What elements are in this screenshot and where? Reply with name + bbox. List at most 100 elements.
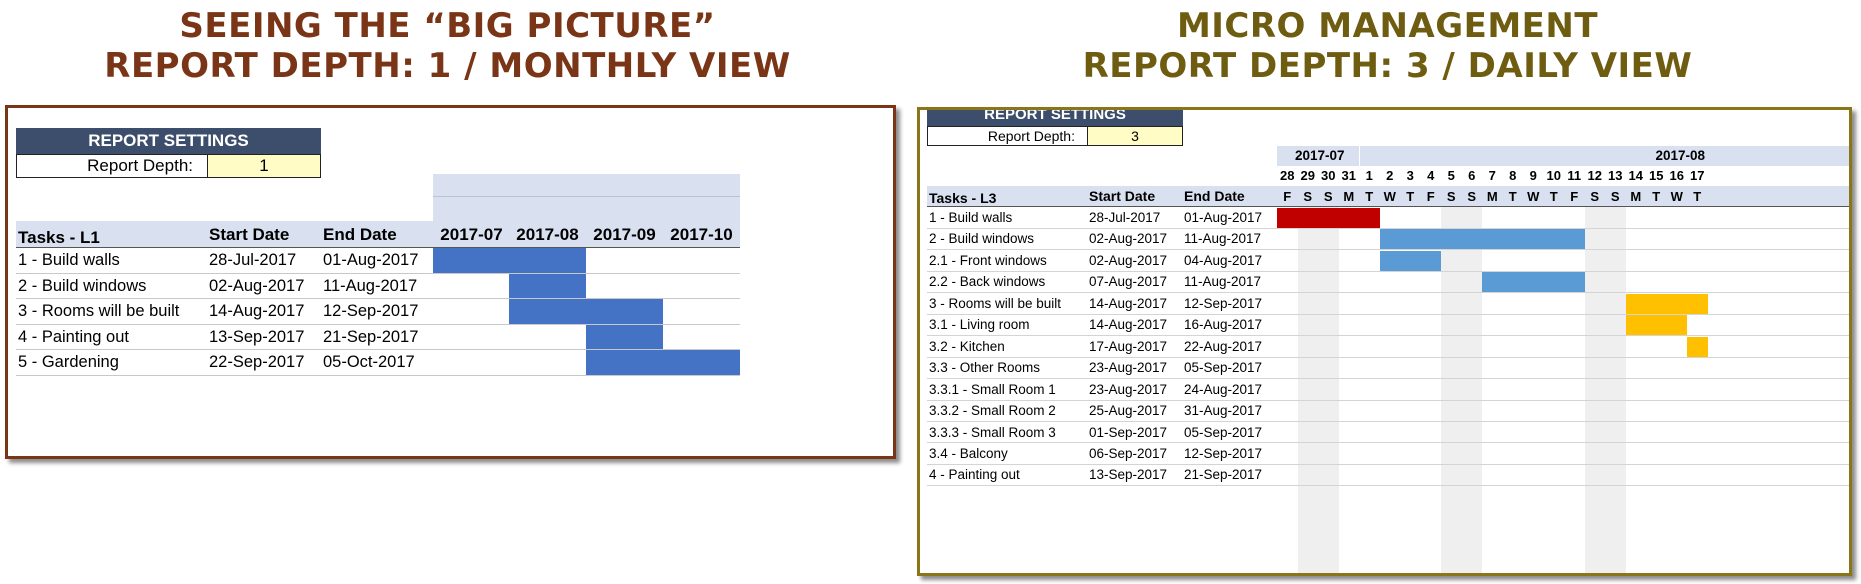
day-letter: S: [1323, 189, 1333, 204]
task-name: 3.3.3 - Small Room 3: [929, 424, 1056, 440]
day-letter: M: [1343, 189, 1355, 204]
day-number: 14: [1628, 168, 1643, 183]
left-heading-line2: REPORT DEPTH: 1 / MONTHLY VIEW: [104, 46, 791, 86]
start-date: 25-Aug-2017: [1089, 403, 1168, 419]
gantt-bar: [1379, 229, 1585, 250]
gantt-bar: [1625, 293, 1708, 314]
gantt-bar: [1625, 315, 1687, 336]
month-label: 2017-10: [670, 225, 733, 244]
weekend-column: [1605, 207, 1626, 573]
row-divider: [16, 349, 740, 350]
task-column-header: Tasks - L1: [18, 228, 100, 247]
gantt-bar: [586, 324, 663, 349]
end-date: 21-Sep-2017: [1184, 467, 1263, 483]
left-heading: SEEING THE “BIG PICTURE” REPORT DEPTH: 1…: [0, 6, 895, 86]
row-divider: [16, 374, 740, 376]
day-number: 1: [1365, 168, 1373, 183]
day-number: 6: [1468, 168, 1476, 183]
weekend-column: [1461, 207, 1482, 573]
day-letter: F: [1283, 189, 1292, 204]
row-divider: [16, 298, 740, 299]
day-number: 2: [1386, 168, 1394, 183]
day-letter: T: [1508, 189, 1517, 204]
row-divider: [927, 356, 1849, 358]
end-date: 05-Sep-2017: [1184, 360, 1263, 376]
header-bottom-rule: [16, 247, 740, 248]
start-date: 17-Aug-2017: [1089, 338, 1168, 354]
day-number: 11: [1567, 168, 1582, 183]
day-letter: W: [1383, 189, 1396, 204]
gantt-bar: [509, 299, 663, 324]
day-letter: S: [1610, 189, 1620, 204]
end-date: 31-Aug-2017: [1184, 403, 1263, 419]
row-divider: [927, 313, 1849, 315]
end-date: 11-Aug-2017: [1184, 274, 1262, 290]
task-name: 3.2 - Kitchen: [929, 338, 1005, 354]
day-letter: S: [1446, 189, 1456, 204]
day-number: 30: [1321, 168, 1336, 183]
task-name: 5 - Gardening: [18, 353, 119, 371]
task-name: 3.3.1 - Small Room 1: [929, 381, 1056, 397]
gantt-bar: [1482, 272, 1585, 293]
row-divider: [16, 272, 740, 274]
task-name: 2.1 - Front windows: [929, 252, 1047, 268]
row-divider: [927, 421, 1849, 422]
start-date: 22-Sep-2017: [209, 353, 305, 371]
end-date: 12-Sep-2017: [1184, 445, 1263, 461]
right-heading-line1: MICRO MANAGEMENT: [1176, 6, 1599, 46]
gantt-bar: [509, 273, 586, 298]
end-date-column-header: End Date: [323, 225, 397, 244]
day-number: 16: [1669, 168, 1684, 183]
month-header-band: [433, 197, 740, 247]
month-header-band: [1277, 146, 1849, 166]
day-letter: F: [1570, 189, 1579, 204]
day-letter: T: [1406, 189, 1415, 204]
task-name: 3 - Rooms will be built: [929, 295, 1062, 311]
row-divider: [927, 399, 1849, 401]
end-date: 16-Aug-2017: [1184, 317, 1263, 333]
report-depth-label: Report Depth:: [927, 126, 1088, 146]
weekend-column: [1318, 207, 1339, 573]
gantt-bar: [1687, 336, 1708, 357]
month-separator: [1359, 146, 1360, 166]
row-divider: [927, 227, 1849, 229]
month-group-band: [433, 174, 740, 196]
weekend-column: [1297, 207, 1318, 573]
start-date-column-header: Start Date: [1089, 188, 1156, 204]
task-name: 4 - Painting out: [18, 327, 129, 346]
start-date: 23-Aug-2017: [1089, 381, 1168, 397]
start-date-column-header: Start Date: [209, 225, 290, 244]
day-letter: W: [1670, 189, 1683, 204]
day-number: 9: [1529, 168, 1537, 183]
day-number: 31: [1341, 168, 1356, 183]
start-date: 14-Aug-2017: [209, 302, 305, 320]
start-date: 23-Aug-2017: [1089, 360, 1168, 376]
start-date: 28-Jul-2017: [1089, 210, 1161, 225]
day-number: 10: [1546, 168, 1561, 183]
daily-view-panel: REPORT SETTINGS Report Depth: 3 Tasks - …: [917, 107, 1852, 576]
day-letter: S: [1590, 189, 1600, 204]
day-number: 8: [1509, 168, 1517, 183]
start-date: 14-Aug-2017: [1089, 317, 1168, 333]
report-settings-header: REPORT SETTINGS: [16, 128, 321, 154]
end-date: 05-Oct-2017: [323, 353, 415, 371]
end-date: 11-Aug-2017: [1184, 231, 1262, 247]
row-divider: [927, 378, 1849, 380]
day-letter: T: [1365, 189, 1374, 204]
header-bottom-rule: [927, 206, 1849, 207]
day-letter: S: [1303, 189, 1313, 204]
end-date: 12-Sep-2017: [323, 302, 419, 320]
end-date: 01-Aug-2017: [323, 251, 419, 269]
row-divider: [927, 335, 1849, 337]
task-column-header: Tasks - L3: [929, 190, 997, 206]
end-date: 12-Sep-2017: [1184, 295, 1263, 311]
report-depth-input[interactable]: 3: [1087, 126, 1183, 146]
day-letter: T: [1693, 189, 1702, 204]
day-letter: F: [1426, 189, 1435, 204]
left-heading-line1: SEEING THE “BIG PICTURE”: [179, 6, 716, 46]
weekend-column: [1584, 207, 1605, 573]
task-name: 2.2 - Back windows: [929, 274, 1046, 290]
month-label: 2017-07: [440, 225, 503, 244]
end-date: 04-Aug-2017: [1184, 252, 1263, 268]
report-depth-input[interactable]: 1: [207, 154, 321, 178]
